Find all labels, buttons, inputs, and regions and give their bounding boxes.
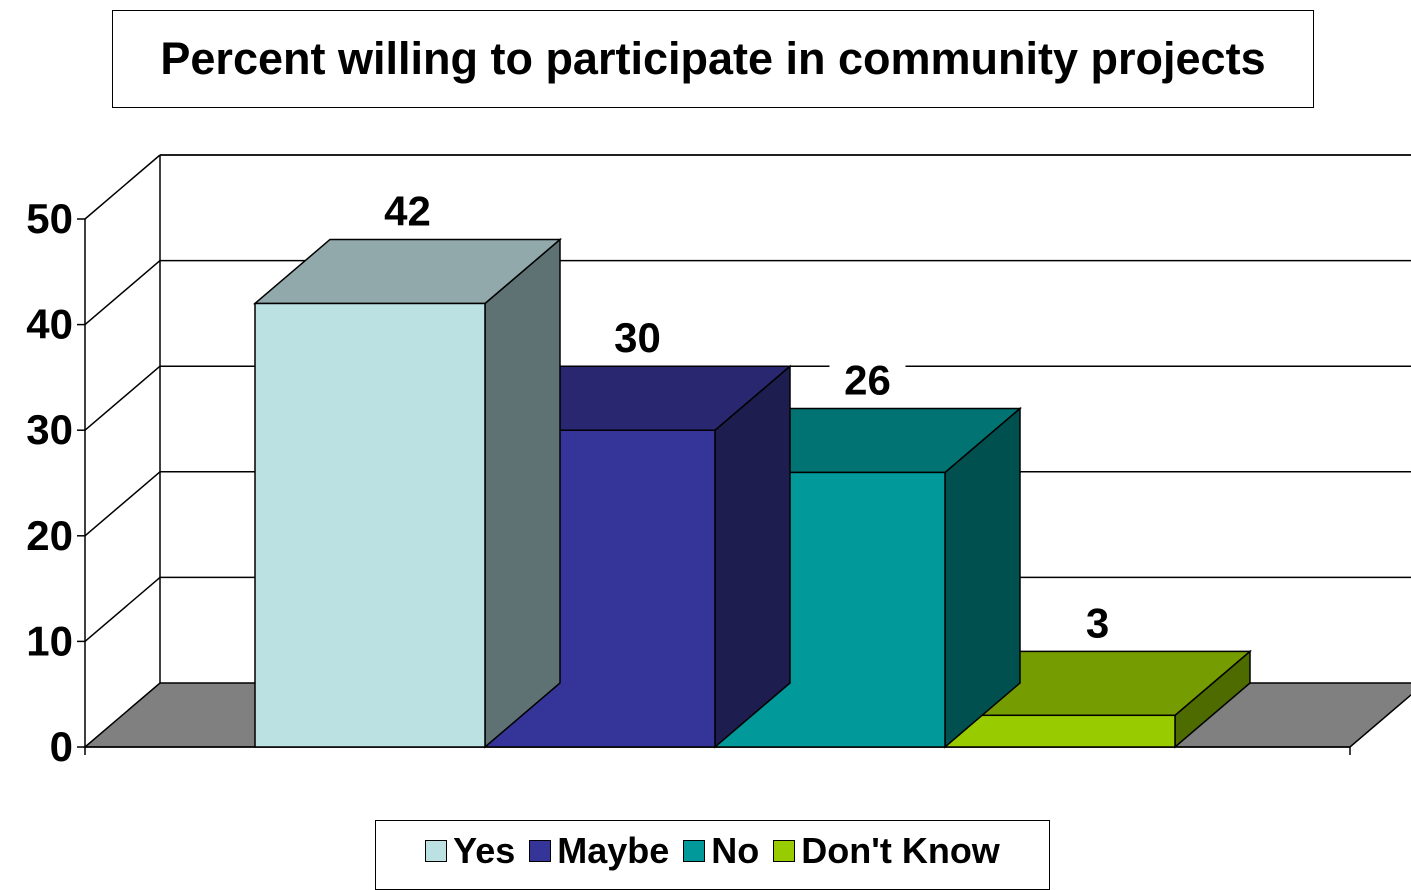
data-label: 42 <box>384 187 431 234</box>
gridline-side <box>84 154 161 220</box>
y-tick-label: 30 <box>26 406 73 453</box>
y-tick-label: 20 <box>26 512 73 559</box>
legend-swatch <box>425 840 448 862</box>
data-label: 3 <box>1086 599 1109 646</box>
bar-yes <box>252 237 563 749</box>
legend-swatch <box>773 840 796 862</box>
chart-title-box: Percent willing to participate in commun… <box>112 10 1314 108</box>
legend-item: Don't Know <box>773 830 1000 872</box>
data-label: 30 <box>614 314 661 361</box>
legend-label: No <box>711 830 760 871</box>
bar-side <box>484 237 561 749</box>
bar-front <box>944 714 1176 748</box>
gridline-side <box>84 260 161 326</box>
legend-label: Yes <box>453 830 516 871</box>
y-tick-label: 10 <box>26 617 73 664</box>
legend-label: Maybe <box>557 830 670 871</box>
legend-label: Don't Know <box>801 830 1000 871</box>
data-labels: 42 30 26 3 <box>369 187 1123 646</box>
bars <box>252 237 1253 749</box>
data-label-bg <box>829 356 906 403</box>
gridline-side <box>84 471 161 537</box>
bar-side <box>714 364 791 749</box>
legend-swatch <box>683 840 706 862</box>
legend-item: Yes <box>425 830 515 872</box>
data-label-bg <box>369 187 446 234</box>
data-label-bg <box>1072 599 1123 646</box>
legend-swatch <box>529 840 552 862</box>
legend-item: No <box>683 830 759 872</box>
chart-plot: 42 30 26 3 0 10 20 30 40 50 <box>26 154 1411 770</box>
y-tick-label: 50 <box>26 195 73 242</box>
data-label-bg <box>599 314 676 361</box>
bar-front <box>254 302 486 748</box>
data-label: 26 <box>844 356 891 403</box>
y-tick-label: 0 <box>50 723 73 770</box>
gridline-side <box>84 576 161 642</box>
gridline-side <box>84 365 161 431</box>
chart-title: Percent willing to participate in commun… <box>160 33 1266 84</box>
y-tick-labels: 0 10 20 30 40 50 <box>26 195 73 770</box>
y-tick-label: 40 <box>26 301 73 348</box>
bar-don-t-know <box>942 649 1253 749</box>
legend: Yes Maybe No Don't Know <box>375 820 1050 890</box>
legend-item: Maybe <box>529 830 669 872</box>
